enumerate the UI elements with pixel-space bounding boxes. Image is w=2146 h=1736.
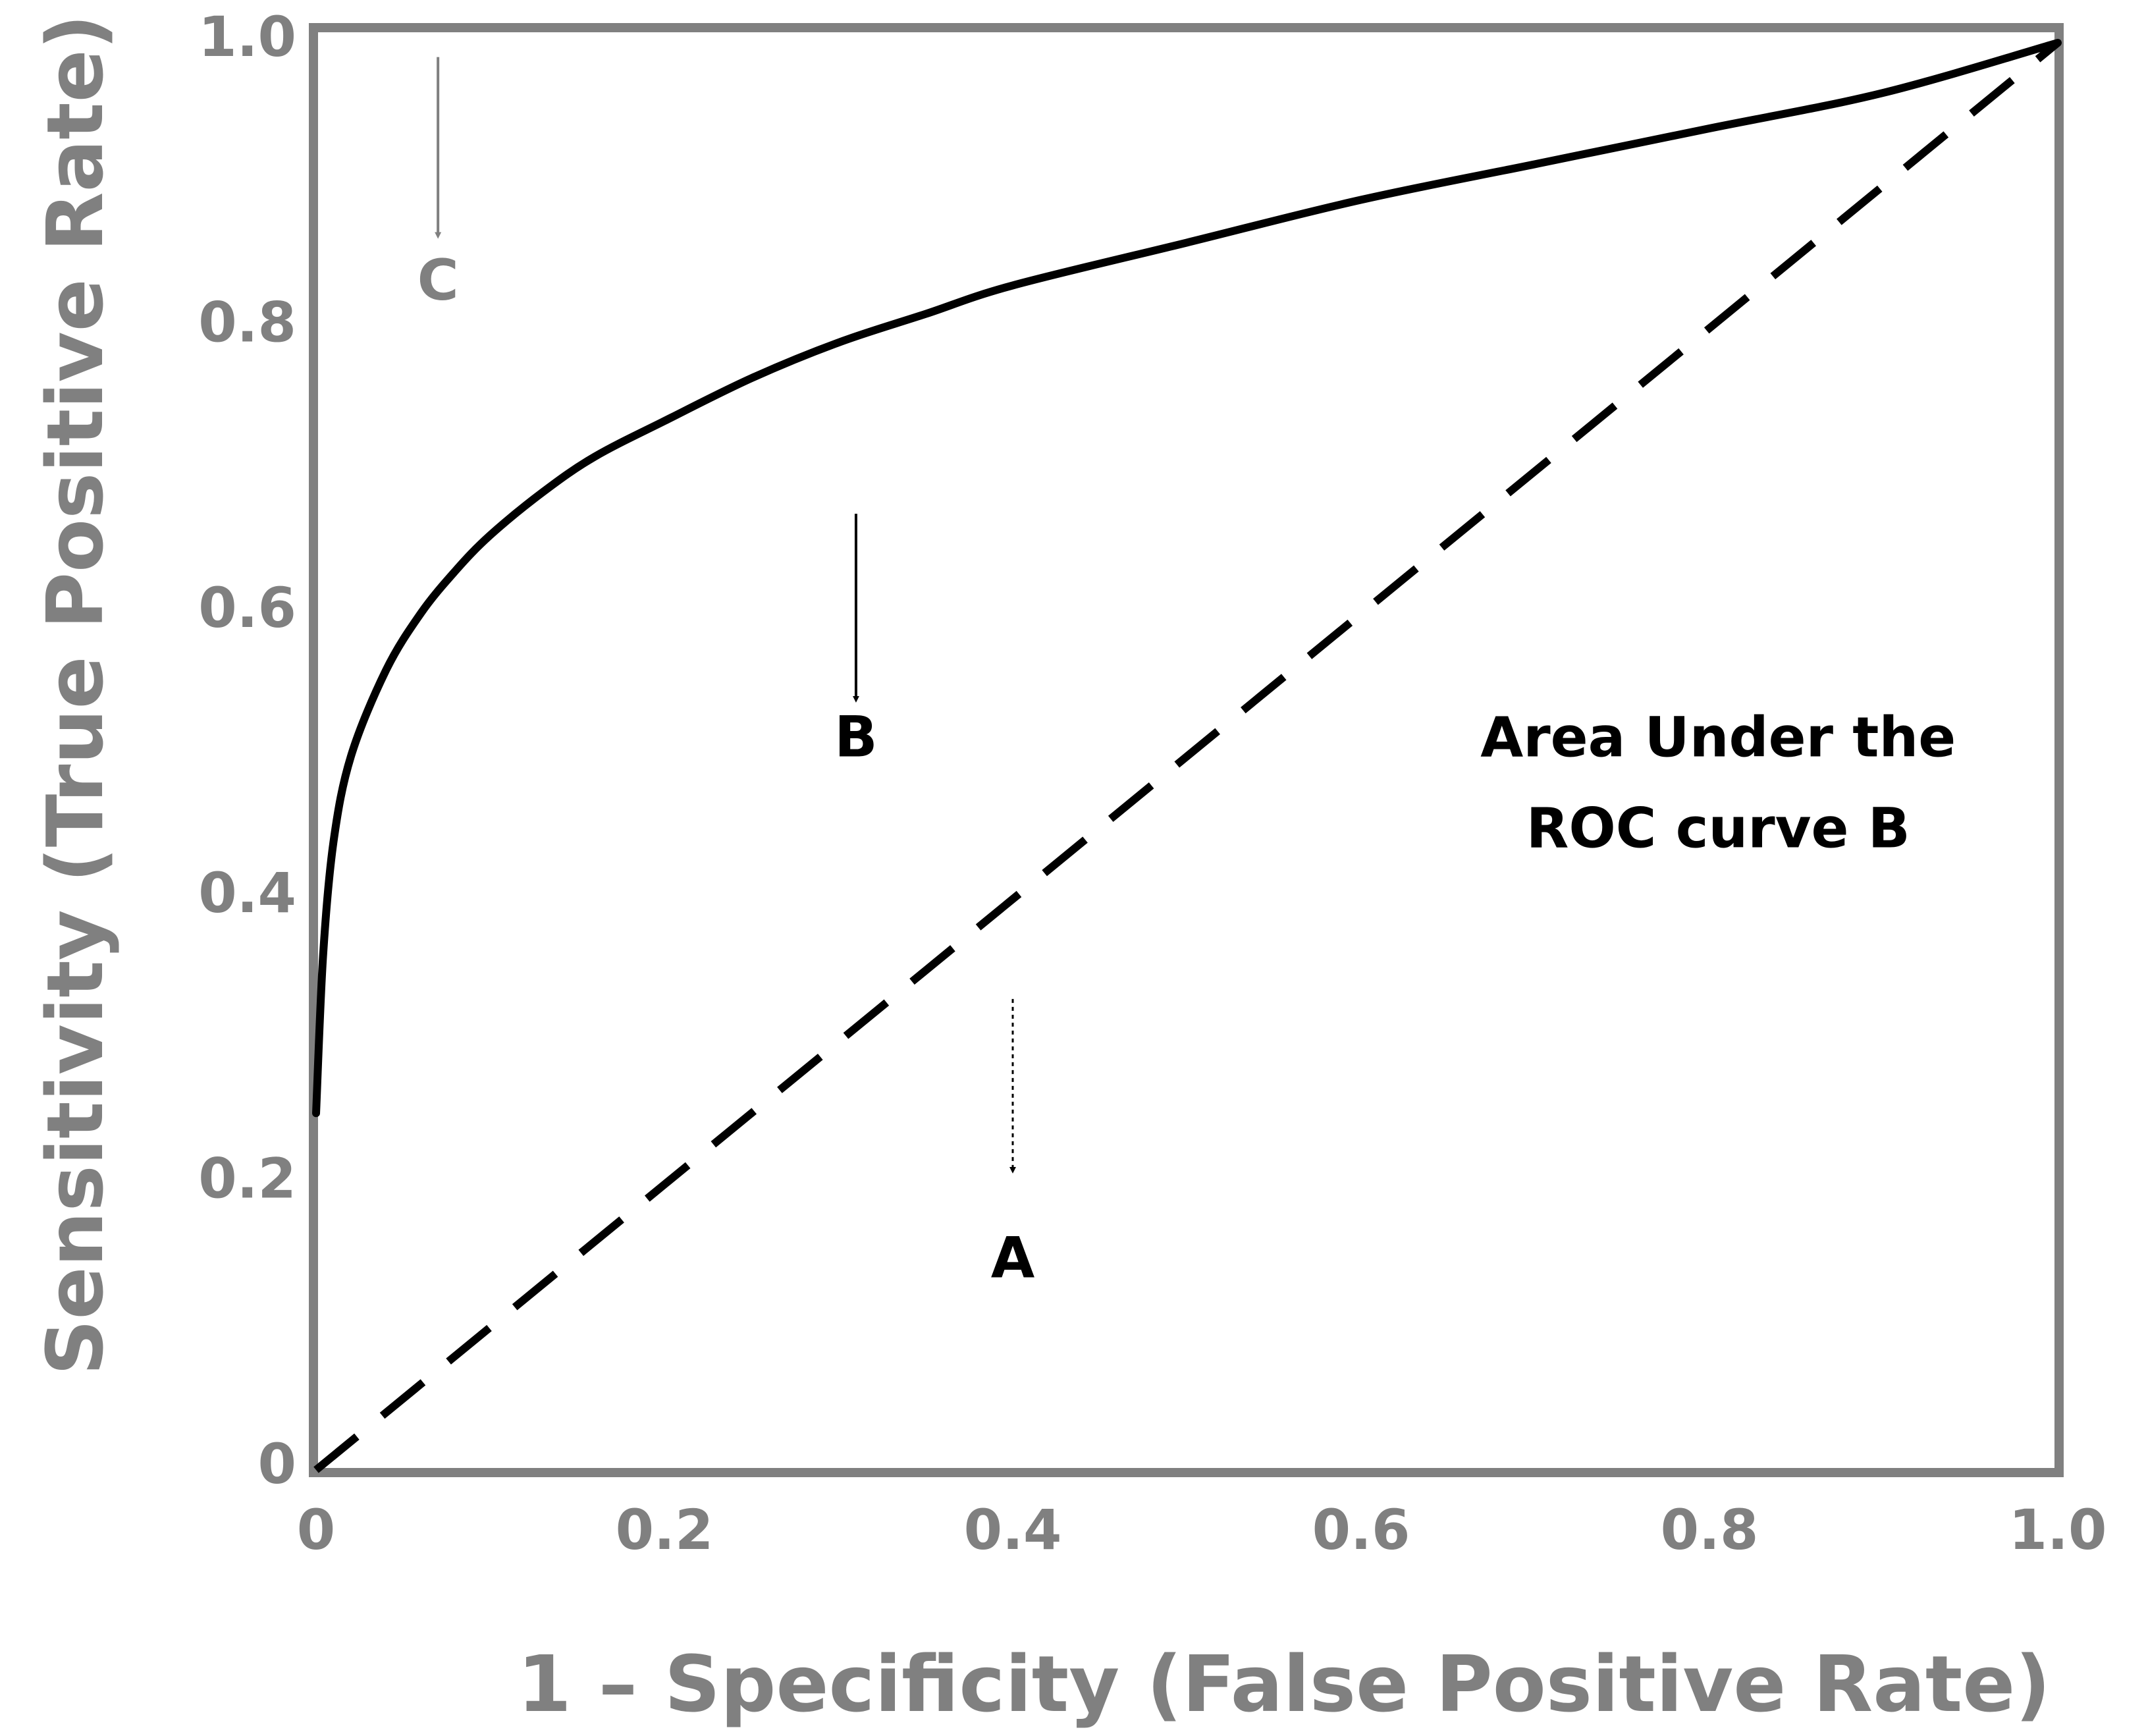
- x-tick-label: 0.4: [964, 1498, 1062, 1562]
- y-axis-label: Sensitivity (True Positive Rate): [30, 14, 121, 1375]
- curve-annotations: A B C: [417, 57, 1035, 1291]
- x-tick-label: 0.2: [616, 1498, 714, 1562]
- annotation-label-c: C: [417, 248, 459, 313]
- x-tick-label: 1.0: [2009, 1498, 2107, 1562]
- y-tick-label: 0: [258, 1432, 296, 1496]
- auc-note-line: Area Under the: [1480, 705, 1956, 770]
- x-tick-label: 0.6: [1312, 1498, 1410, 1562]
- auc-note: Area Under the ROC curve B: [1480, 705, 1956, 861]
- y-tick-label: 1.0: [198, 5, 296, 69]
- x-axis-label: 1 – Specificity (False Positive Rate): [518, 1639, 2051, 1729]
- y-tick-label: 0.8: [198, 290, 296, 354]
- y-tick-label: 0.2: [198, 1147, 296, 1211]
- y-axis-ticks: 0 0.2 0.4 0.6 0.8 1.0: [198, 5, 296, 1496]
- roc-curve-b: [312, 39, 2062, 1118]
- x-axis-ticks: 0 0.2 0.4 0.6 0.8 1.0: [297, 1498, 2107, 1562]
- auc-note-line: ROC curve B: [1526, 796, 1910, 861]
- x-tick-label: 0: [297, 1498, 335, 1562]
- chance-line-a: [313, 40, 2060, 1473]
- annotation-label-a: A: [991, 1225, 1035, 1291]
- x-tick-label: 0.8: [1661, 1498, 1759, 1562]
- y-tick-label: 0.6: [198, 576, 296, 640]
- plot-frame: [309, 23, 2064, 1477]
- y-tick-label: 0.4: [198, 861, 296, 925]
- annotation-label-b: B: [834, 705, 878, 771]
